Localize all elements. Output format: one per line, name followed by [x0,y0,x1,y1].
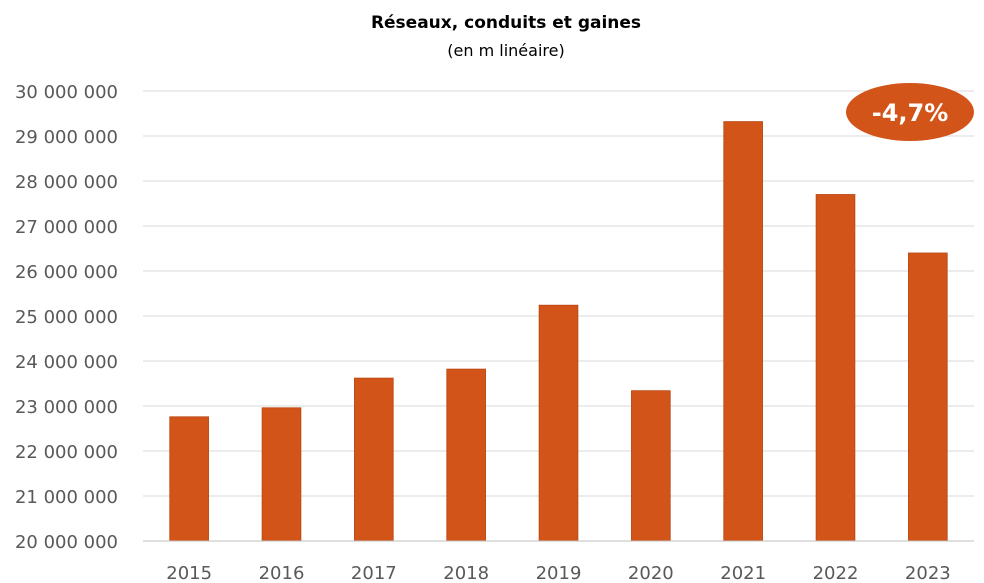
change-badge: -4,7% [846,83,974,141]
bar-2023 [908,252,948,542]
bar-2018 [446,368,486,542]
x-tick-label: 2022 [813,563,859,583]
x-tick-label: 2017 [351,563,397,583]
x-tick-label: 2016 [259,563,305,583]
y-tick-label: 24 000 000 [15,352,118,373]
y-tick-label: 30 000 000 [15,82,118,103]
bars [169,121,948,542]
y-axis-tick-labels: 20 000 000 21 000 000 22 000 000 23 000 000… [15,82,118,553]
change-badge-shape [846,83,974,141]
chart-title: Réseaux, conduits et gaines [371,13,641,33]
x-tick-label: 2023 [905,563,951,583]
x-axis-tick-labels: 2015 2016 2017 2018 2019 2020 2021 2022 2023 [166,563,950,583]
bar-2019 [538,304,579,542]
bar-2015 [169,416,209,542]
x-tick-label: 2019 [536,563,582,583]
y-tick-label: 29 000 000 [15,127,118,148]
y-tick-label: 22 000 000 [15,442,118,463]
bar-2020 [631,390,671,542]
chart-subtitle: (en m linéaire) [447,41,564,60]
bar-2022 [815,194,856,542]
x-tick-label: 2021 [720,563,766,583]
x-tick-label: 2015 [166,563,212,583]
y-tick-label: 25 000 000 [15,307,118,328]
x-tick-label: 2020 [628,563,674,583]
y-tick-label: 23 000 000 [15,397,118,418]
bar-2021 [723,121,763,542]
x-tick-label: 2018 [443,563,489,583]
y-tick-label: 27 000 000 [15,217,118,238]
y-tick-label: 26 000 000 [15,262,118,283]
change-badge-label: -4,7% [872,99,949,127]
y-tick-label: 21 000 000 [15,487,118,508]
y-tick-label: 20 000 000 [15,532,118,553]
bar-2016 [261,407,302,542]
y-tick-label: 28 000 000 [15,172,118,193]
bar-2017 [354,377,394,542]
